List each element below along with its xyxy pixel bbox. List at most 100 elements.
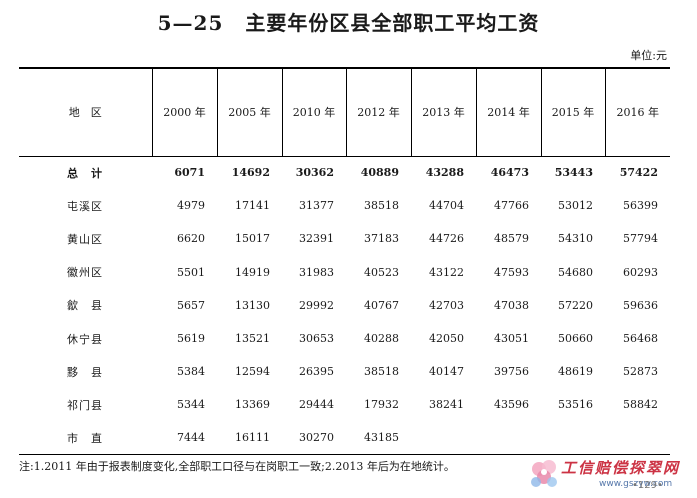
year-column-header: 2014 年: [475, 67, 541, 157]
wage-value-cell: [476, 421, 541, 456]
wage-value-cell: 44726: [429, 232, 464, 246]
wage-value-cell: [541, 421, 605, 456]
region-cell: 祁门县: [67, 398, 103, 412]
table-body: 总 计 6071 14692 30362 40889 43288 46473 53443 574…: [19, 156, 670, 456]
year-column-header: 2016 年: [604, 67, 670, 157]
page-number: •129•: [632, 480, 663, 491]
year-column-header: 2013 年: [410, 67, 476, 157]
year-column-header: 2015 年: [540, 67, 605, 157]
region-cell: 黟 县: [67, 365, 103, 379]
wage-value-cell: 40767: [364, 298, 399, 312]
wage-value-cell: 48579: [494, 232, 529, 246]
region-cell: 歙 县: [67, 299, 103, 313]
wage-value-cell: 16111: [217, 421, 282, 456]
wage-value-cell: 56468: [623, 332, 658, 346]
wage-value-cell: 40288: [364, 332, 399, 346]
flower-logo-icon: [531, 460, 557, 487]
wage-value-cell: 57794: [623, 232, 658, 246]
wage-value-cell: 38241: [429, 398, 464, 412]
wage-value-cell: 54310: [558, 232, 593, 246]
table-row: 歙 县 5657 13130 29992 40767 42703 47038 57220 596…: [19, 289, 670, 322]
wage-value-cell: 26395: [299, 365, 334, 379]
wage-value-cell: 47593: [494, 265, 529, 279]
region-cell: 总 计: [67, 166, 103, 180]
region-cell: 黄山区: [67, 232, 103, 246]
region-cell: 徽州区: [67, 266, 103, 280]
wage-value-cell: [605, 421, 670, 456]
table-row: 祁门县 5344 13369 29444 17932 38241 43596 53516 588…: [19, 388, 670, 421]
wage-value-cell: 44704: [429, 199, 464, 213]
wage-value-cell: 29992: [299, 298, 334, 312]
wage-value-cell: 31377: [299, 199, 334, 213]
wage-value-cell: 59636: [623, 298, 658, 312]
wage-value-cell: 52873: [623, 365, 658, 379]
wage-value-cell: 47038: [494, 298, 529, 312]
wage-value-cell: 5344: [177, 398, 205, 412]
wage-value-cell: 5501: [177, 265, 205, 279]
wage-value-cell: 57422: [619, 166, 658, 180]
table-row: 休宁县 5619 13521 30653 40288 42050 43051 50660 564…: [19, 322, 670, 355]
wage-value-cell: 30362: [295, 166, 334, 180]
footnote: 注:1.2011 年由于报表制度变化,全部职工口径与在岗职工一致;2.2013 …: [19, 460, 455, 473]
table-number: 5—25: [157, 11, 224, 35]
wage-value-cell: 5619: [177, 332, 205, 346]
wage-value-cell: 5657: [177, 298, 205, 312]
wage-value-cell: 4979: [177, 199, 205, 213]
wage-value-cell: [411, 421, 476, 456]
year-column-header: 2010 年: [281, 67, 346, 157]
region-cell: 屯溪区: [67, 199, 103, 213]
year-column-header: 2012 年: [345, 67, 411, 157]
wage-value-cell: 43051: [494, 332, 529, 346]
watermark-text: 工信赔偿探翠网: [561, 459, 681, 477]
wage-value-cell: 40523: [364, 265, 399, 279]
wage-value-cell: 46473: [490, 166, 529, 180]
wage-value-cell: 37183: [364, 232, 399, 246]
wage-value-cell: 12594: [235, 365, 270, 379]
region-cell: 休宁县: [67, 332, 103, 346]
region-cell: 市 直: [19, 421, 152, 456]
wage-value-cell: 40889: [360, 166, 399, 180]
table-row: 总 计 6071 14692 30362 40889 43288 46473 53443 574…: [19, 156, 670, 189]
wage-value-cell: 13130: [235, 298, 270, 312]
wage-value-cell: 32391: [299, 232, 334, 246]
wage-value-cell: 30270: [282, 421, 346, 456]
wage-value-cell: 54680: [558, 265, 593, 279]
table-row: 黟 县 5384 12594 26395 38518 40147 39756 48619 528…: [19, 355, 670, 388]
table-title: 5—25 主要年份区县全部职工平均工资: [0, 7, 697, 36]
wage-value-cell: 53443: [554, 166, 593, 180]
wage-value-cell: 6071: [174, 166, 205, 180]
wage-value-cell: 14692: [231, 166, 270, 180]
table-row: 屯溪区 4979 17141 31377 38518 44704 47766 53012 563…: [19, 189, 670, 222]
wage-value-cell: 50660: [558, 332, 593, 346]
wage-value-cell: 13521: [235, 332, 270, 346]
wage-value-cell: 14919: [235, 265, 270, 279]
wage-value-cell: 43185: [346, 421, 411, 456]
wage-value-cell: 58842: [623, 398, 658, 412]
year-column-header: 2005 年: [216, 67, 282, 157]
unit-label: 单位:元: [630, 49, 667, 62]
wage-value-cell: 53012: [558, 199, 593, 213]
wage-value-cell: 56399: [623, 199, 658, 213]
wage-value-cell: 40147: [429, 365, 464, 379]
wage-value-cell: 30653: [299, 332, 334, 346]
header-row: 地 区 2000 年 2005 年 2010 年 2012 年 2013 年 2…: [19, 67, 670, 157]
wage-value-cell: 43122: [429, 265, 464, 279]
year-column-header: 2000 年: [151, 67, 217, 157]
wage-value-cell: 43288: [425, 166, 464, 180]
wage-value-cell: 38518: [364, 365, 399, 379]
wage-value-cell: 31983: [299, 265, 334, 279]
wage-value-cell: 42703: [429, 298, 464, 312]
table-row: 黄山区 6620 15017 32391 37183 44726 48579 54310 577…: [19, 222, 670, 255]
wage-value-cell: 39756: [494, 365, 529, 379]
wage-value-cell: 6620: [177, 232, 205, 246]
wage-value-cell: 17932: [364, 398, 399, 412]
wage-value-cell: 38518: [364, 199, 399, 213]
table-row: 徽州区 5501 14919 31983 40523 43122 47593 54680 602…: [19, 256, 670, 289]
wage-value-cell: 29444: [299, 398, 334, 412]
watermark: 工信赔偿探翠网 www.gszyw.com: [527, 455, 692, 495]
wage-table: 地 区 2000 年 2005 年 2010 年 2012 年 2013 年 2…: [19, 67, 670, 456]
wage-value-cell: 57220: [558, 298, 593, 312]
table-row: 市 直 7444 16111 30270 43185: [19, 421, 670, 456]
watermark-url: www.gszyw.com: [599, 479, 673, 489]
wage-value-cell: 43596: [494, 398, 529, 412]
